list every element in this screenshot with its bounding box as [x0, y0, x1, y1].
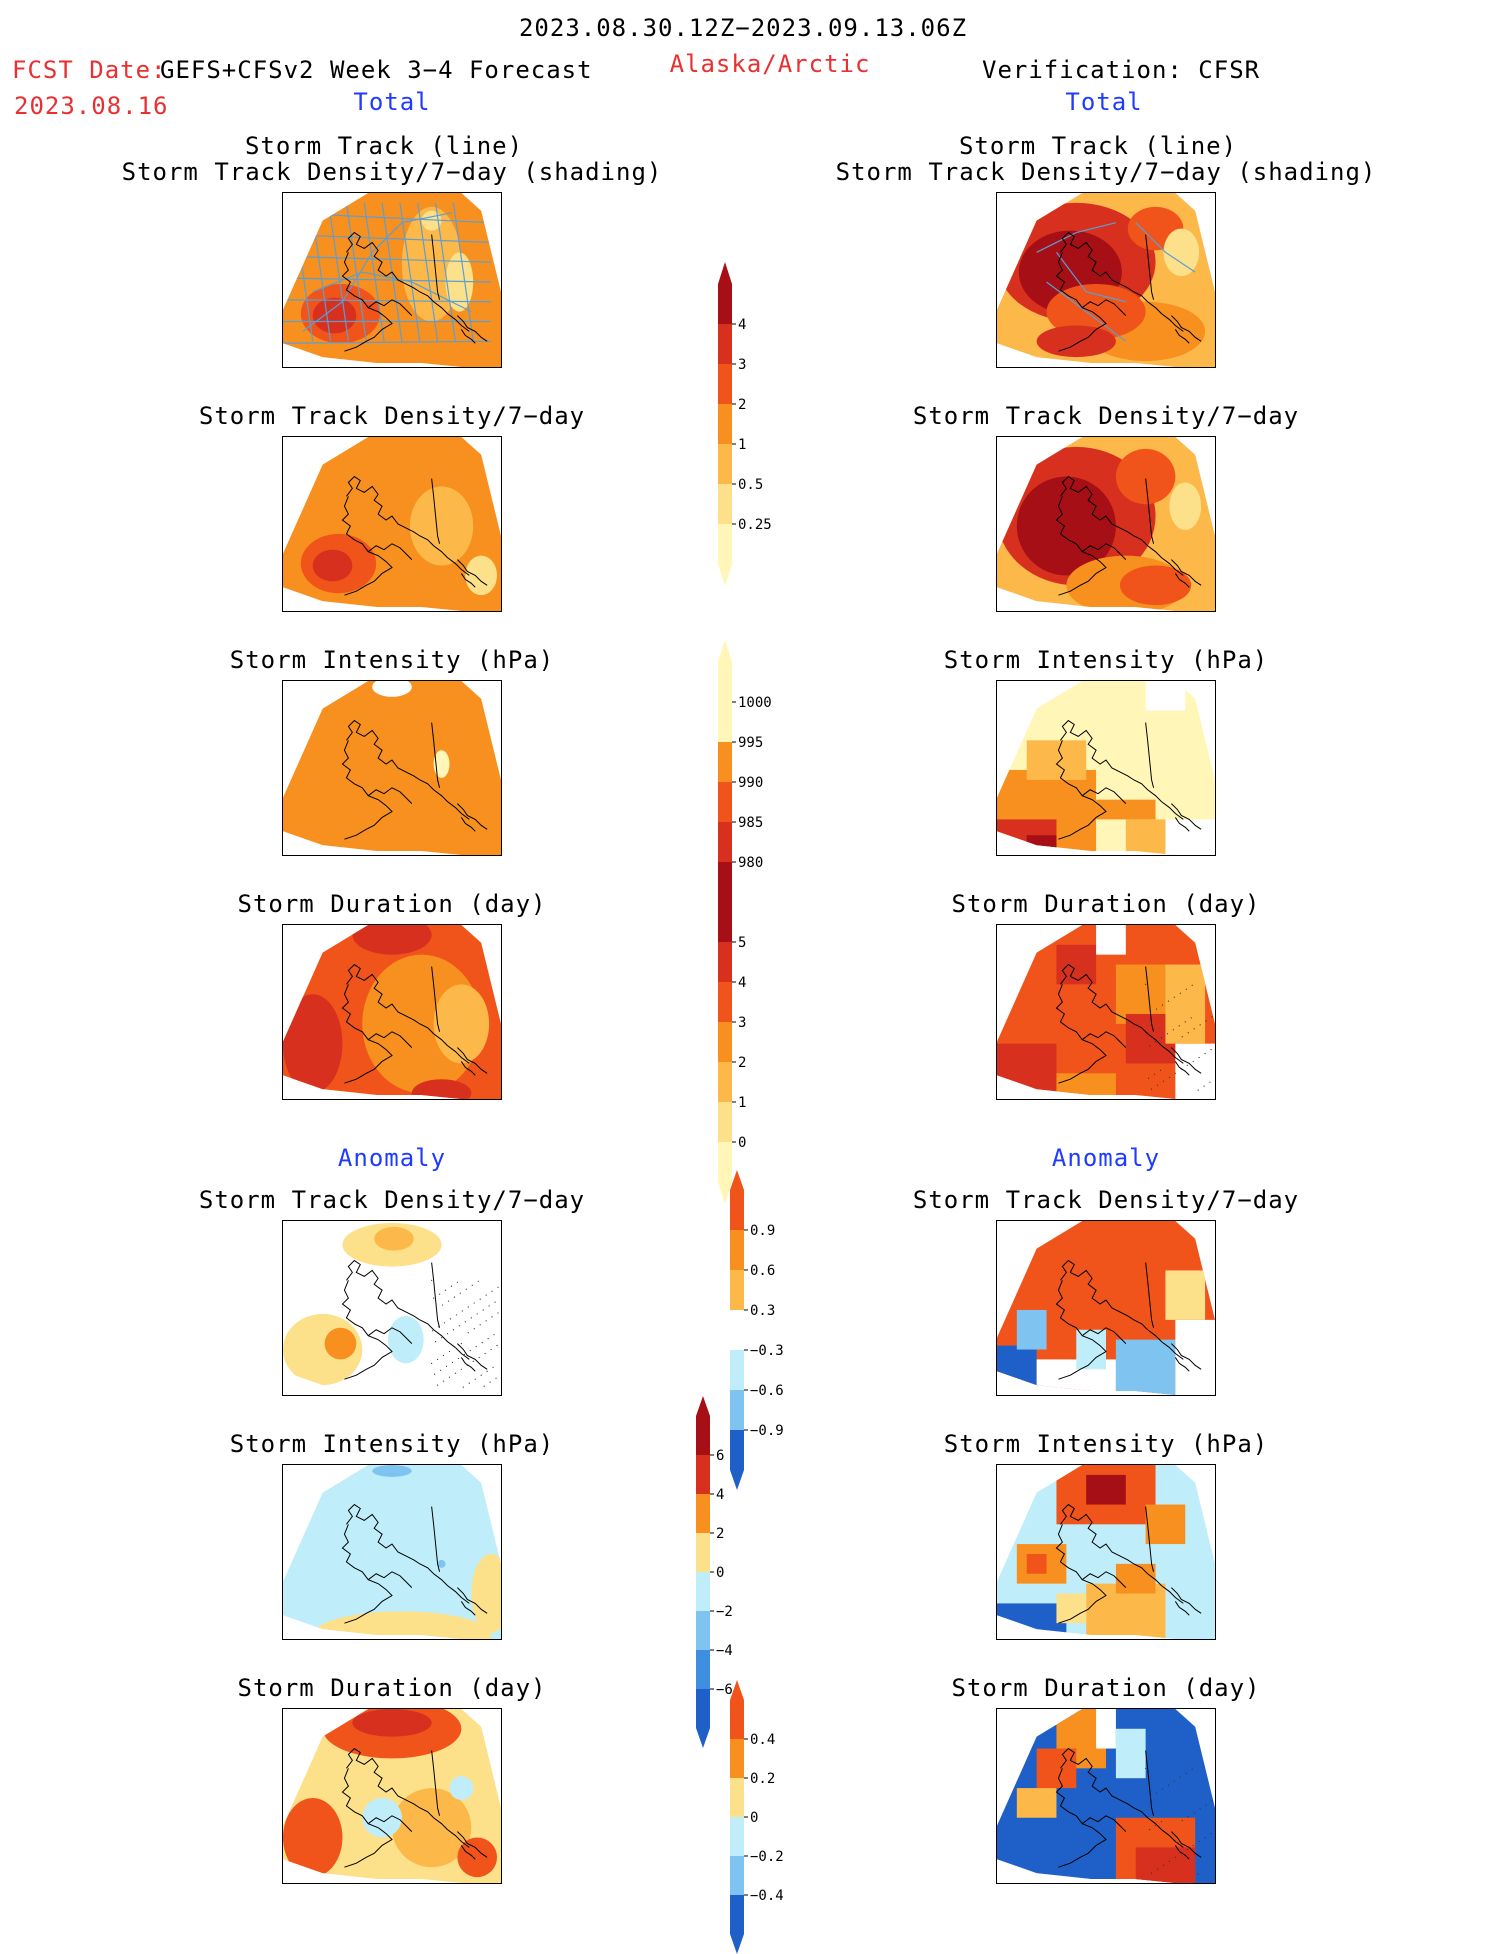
- svg-text:5: 5: [738, 935, 746, 951]
- svg-text:0.6: 0.6: [750, 1263, 775, 1279]
- map-right-density: [996, 436, 1216, 612]
- svg-text:0.4: 0.4: [750, 1732, 775, 1748]
- map-right-track: [996, 192, 1216, 368]
- svg-text:2: 2: [738, 1055, 746, 1071]
- svg-text:2: 2: [716, 1526, 724, 1542]
- svg-text:0.5: 0.5: [738, 477, 763, 493]
- svg-text:4: 4: [738, 975, 746, 991]
- fcst-label: FCST Date:: [12, 56, 167, 84]
- svg-text:−6: −6: [716, 1682, 733, 1698]
- left-track-shading-title: Storm Track Density/7−day (shading): [121, 158, 663, 186]
- svg-text:−2: −2: [716, 1604, 733, 1620]
- right-track-shading-title: Storm Track Density/7−day (shading): [835, 158, 1377, 186]
- svg-text:−0.6: −0.6: [750, 1383, 784, 1399]
- left-density-title: Storm Track Density/7−day: [198, 402, 586, 430]
- svg-text:1000: 1000: [738, 695, 772, 711]
- svg-text:0.25: 0.25: [738, 517, 772, 533]
- left-anomaly-label: Anomaly: [337, 1144, 447, 1172]
- right-intensity-title: Storm Intensity (hPa): [943, 646, 1269, 674]
- svg-text:3: 3: [738, 357, 746, 373]
- map-left-intensity: [282, 680, 502, 856]
- left-density-anom-title: Storm Track Density/7−day: [198, 1186, 586, 1214]
- left-duration-title: Storm Duration (day): [237, 890, 547, 918]
- svg-text:4: 4: [716, 1487, 724, 1503]
- svg-text:−4: −4: [716, 1643, 733, 1659]
- map-right-duration-anom: [996, 1708, 1216, 1884]
- svg-text:995: 995: [738, 735, 763, 751]
- left-total-label: Total: [353, 88, 431, 116]
- colorbar-intensity-anom: 6 4 2 0 −2 −4 −6: [696, 1396, 786, 1748]
- map-left-duration-anom: [282, 1708, 502, 1884]
- map-left-density-anom: [282, 1220, 502, 1396]
- svg-text:−0.9: −0.9: [750, 1423, 784, 1439]
- right-duration-anom-title: Storm Duration (day): [951, 1674, 1261, 1702]
- svg-text:980: 980: [738, 855, 763, 871]
- left-intensity-anom-title: Storm Intensity (hPa): [229, 1430, 555, 1458]
- map-left-intensity-anom: [282, 1464, 502, 1640]
- verification-title: Verification: CFSR: [982, 56, 1261, 84]
- right-density-anom-title: Storm Track Density/7−day: [912, 1186, 1300, 1214]
- colorbar-density-anom: 0.9 0.6 0.3 −0.3 −0.6 −0.9: [730, 1170, 820, 1490]
- map-left-duration: [282, 924, 502, 1100]
- svg-text:0.9: 0.9: [750, 1223, 775, 1239]
- svg-text:0.2: 0.2: [750, 1771, 775, 1787]
- svg-text:3: 3: [738, 1015, 746, 1031]
- region-title: Alaska/Arctic: [669, 50, 871, 78]
- svg-text:0.3: 0.3: [750, 1303, 775, 1319]
- svg-text:4: 4: [738, 317, 746, 333]
- map-right-density-anom: [996, 1220, 1216, 1396]
- right-duration-title: Storm Duration (day): [951, 890, 1261, 918]
- svg-text:1: 1: [738, 437, 746, 453]
- map-right-intensity: [996, 680, 1216, 856]
- svg-text:6: 6: [716, 1448, 724, 1464]
- right-total-label: Total: [1065, 88, 1143, 116]
- svg-text:−0.2: −0.2: [750, 1849, 784, 1865]
- left-intensity-title: Storm Intensity (hPa): [229, 646, 555, 674]
- colorbar-duration-total: 5 4 3 2 1 0: [718, 880, 808, 1204]
- model-title: GEFS+CFSv2 Week 3−4 Forecast: [160, 56, 593, 84]
- svg-text:990: 990: [738, 775, 763, 791]
- svg-text:−0.4: −0.4: [750, 1888, 784, 1904]
- right-track-line-title: Storm Track (line): [958, 132, 1238, 160]
- svg-text:1: 1: [738, 1095, 746, 1111]
- map-left-density: [282, 436, 502, 612]
- svg-text:0: 0: [738, 1135, 746, 1151]
- right-anomaly-label: Anomaly: [1051, 1144, 1161, 1172]
- colorbar-density-total: 4 3 2 1 0.5 0.25: [718, 262, 808, 586]
- svg-text:985: 985: [738, 815, 763, 831]
- map-right-intensity-anom: [996, 1464, 1216, 1640]
- svg-text:2: 2: [738, 397, 746, 413]
- left-track-line-title: Storm Track (line): [244, 132, 524, 160]
- svg-text:0: 0: [750, 1810, 758, 1826]
- map-left-track: [282, 192, 502, 368]
- left-duration-anom-title: Storm Duration (day): [237, 1674, 547, 1702]
- right-intensity-anom-title: Storm Intensity (hPa): [943, 1430, 1269, 1458]
- colorbar-duration-anom: 0.4 0.2 0 −0.2 −0.4: [730, 1680, 820, 1954]
- period-title: 2023.08.30.12Z−2023.09.13.06Z: [518, 14, 968, 42]
- svg-text:0: 0: [716, 1565, 724, 1581]
- fcst-date: 2023.08.16: [14, 92, 169, 120]
- svg-text:−0.3: −0.3: [750, 1343, 784, 1359]
- map-right-duration: [996, 924, 1216, 1100]
- right-density-title: Storm Track Density/7−day: [912, 402, 1300, 430]
